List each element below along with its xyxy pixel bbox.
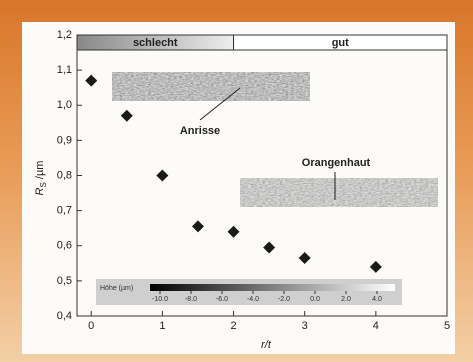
colorbar-tick-label: 4.0 <box>372 296 382 303</box>
y-tick-label: 1,1 <box>57 64 72 76</box>
colorbar-tick-label: -10.0 <box>152 296 168 303</box>
region-label: schlecht <box>133 37 178 49</box>
y-label-unit: /µm <box>34 161 46 183</box>
x-axis-label: r/t <box>261 339 272 351</box>
y-tick-label: 0,8 <box>57 169 72 181</box>
orange-peel-image <box>240 178 438 207</box>
x-tick-label: 1 <box>159 320 165 332</box>
colorbar-tick-label: -4.0 <box>247 296 259 303</box>
colorbar-tick-label: 2.0 <box>341 296 351 303</box>
annotation: Anrisse <box>180 125 220 137</box>
x-tick-label: 4 <box>373 320 379 332</box>
crack-image <box>112 72 310 101</box>
colorbar-tick-label: -8.0 <box>185 296 197 303</box>
y-tick-label: 1,2 <box>57 29 72 41</box>
y-tick-label: 0,4 <box>57 310 72 322</box>
x-tick-label: 5 <box>444 320 450 332</box>
x-tick-label: 3 <box>302 320 308 332</box>
annotation: Orangenhaut <box>302 157 371 169</box>
y-tick-label: 0,5 <box>57 275 72 287</box>
colorbar-tick-label: 0.0 <box>310 296 320 303</box>
colorbar <box>150 284 395 291</box>
colorbar-tick-label: -2.0 <box>278 296 290 303</box>
chart: schlecht gut 0,4 0,5 0,6 0,7 0,8 0,9 1,0 1,1 1,2 0 1… <box>0 0 473 362</box>
colorbar-label: Höhe (µm) <box>100 285 133 292</box>
y-tick-label: 0,6 <box>57 240 72 252</box>
y-tick-label: 1,0 <box>57 99 72 111</box>
x-tick-label: 2 <box>230 320 236 332</box>
y-tick-label: 0,7 <box>57 205 72 217</box>
region-label: gut <box>332 37 349 49</box>
x-tick-label: 0 <box>88 320 94 332</box>
colorbar-tick-label: -6.0 <box>216 296 228 303</box>
y-tick-label: 0,9 <box>57 134 72 146</box>
y-label-symbol: R <box>34 187 46 195</box>
background-frame: schlecht gut 0,4 0,5 0,6 0,7 0,8 0,9 1,0 1,1 1,2 0 1… <box>0 0 473 362</box>
